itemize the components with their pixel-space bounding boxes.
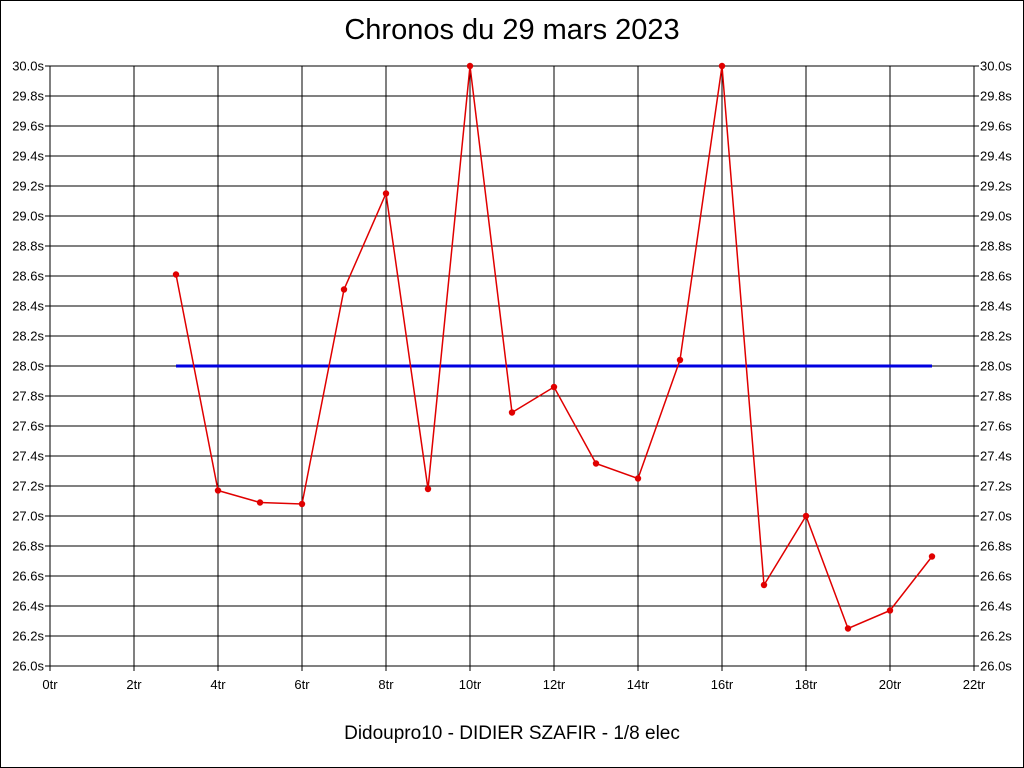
y-tick-label-right: 26.8s: [980, 539, 1012, 554]
data-point: [802, 512, 810, 520]
y-tick-label-right: 29.8s: [980, 89, 1012, 104]
y-axis-right-labels: 26.0s 26.2s 26.4s 26.6s 26.8s 27.0s 27.2s 27.4s…: [980, 59, 1012, 674]
y-tick-label-right: 29.2s: [980, 179, 1012, 194]
y-tick-label-left: 27.2s: [12, 479, 44, 494]
y-tick-label-left: 29.6s: [12, 119, 44, 134]
data-point: [508, 409, 516, 416]
data-point: [214, 487, 222, 494]
data-point: [382, 190, 390, 197]
y-tick-label-right: 26.2s: [980, 629, 1012, 644]
x-tick-label: 8tr: [378, 677, 394, 692]
y-tick-label-left: 27.4s: [12, 449, 44, 464]
y-tick-label-left: 26.6s: [12, 569, 44, 584]
y-tick-label-left: 29.4s: [12, 149, 44, 164]
x-tick-label: 6tr: [294, 677, 310, 692]
data-point: [760, 581, 768, 589]
y-tick-label-left: 30.0s: [12, 59, 44, 74]
y-tick-label-left: 28.8s: [12, 239, 44, 254]
data-point: [676, 356, 684, 364]
data-point: [256, 499, 264, 506]
data-point: [844, 625, 852, 632]
y-tick-label-left: 27.0s: [12, 509, 44, 524]
y-tick-label-right: 29.6s: [980, 119, 1012, 134]
x-tick-label: 16tr: [711, 677, 734, 692]
y-tick-label-right: 27.2s: [980, 479, 1012, 494]
y-tick-label-left: 29.0s: [12, 209, 44, 224]
chart-title: Chronos du 29 mars 2023: [344, 14, 680, 46]
y-tick-label-left: 29.2s: [12, 179, 44, 194]
x-tick-label: 12tr: [543, 677, 566, 692]
x-axis-labels: 0tr 2tr 4tr 6tr 8tr 10tr 12tr 14tr 16tr 18tr 20tr 2…: [42, 677, 985, 692]
x-tick-label: 10tr: [459, 677, 482, 692]
data-point: [718, 62, 726, 70]
y-tick-label-right: 26.6s: [980, 569, 1012, 584]
y-tick-label-right: 29.4s: [980, 149, 1012, 164]
data-point: [886, 607, 894, 614]
y-tick-label-left: 26.2s: [12, 629, 44, 644]
y-tick-label-right: 27.0s: [980, 509, 1012, 524]
y-tick-label-left: 26.0s: [12, 659, 44, 674]
y-tick-label-right: 28.2s: [980, 329, 1012, 344]
y-tick-label-right: 27.6s: [980, 419, 1012, 434]
data-point: [298, 500, 306, 508]
y-tick-label-left: 26.8s: [12, 539, 44, 554]
y-tick-label-left: 28.6s: [12, 269, 44, 284]
y-tick-label-right: 26.0s: [980, 659, 1012, 674]
data-point: [928, 553, 936, 560]
x-tick-label: 14tr: [627, 677, 650, 692]
y-tick-label-left: 28.4s: [12, 299, 44, 314]
y-tick-label-right: 27.8s: [980, 389, 1012, 404]
y-tick-label-left: 29.8s: [12, 89, 44, 104]
grid-lines: [45, 65, 979, 671]
y-tick-label-right: 26.4s: [980, 599, 1012, 614]
y-tick-label-right: 27.4s: [980, 449, 1012, 464]
y-tick-label-left: 26.4s: [12, 599, 44, 614]
y-tick-label-right: 28.4s: [980, 299, 1012, 314]
data-point: [340, 286, 348, 293]
x-tick-label: 2tr: [126, 677, 142, 692]
x-tick-label: 0tr: [42, 677, 58, 692]
y-tick-label-right: 29.0s: [980, 209, 1012, 224]
y-tick-label-right: 28.0s: [980, 359, 1012, 374]
data-point: [592, 460, 600, 467]
y-axis-left-labels: 26.0s 26.2s 26.4s 26.6s 26.8s 27.0s 27.2s 27.4s…: [12, 59, 44, 674]
y-tick-label-right: 30.0s: [980, 59, 1012, 74]
y-tick-label-left: 27.8s: [12, 389, 44, 404]
series-group: [172, 62, 936, 632]
x-tick-label: 4tr: [210, 677, 226, 692]
x-tick-label: 18tr: [795, 677, 818, 692]
data-point: [172, 271, 180, 278]
y-tick-label-left: 27.6s: [12, 419, 44, 434]
y-tick-label-left: 28.2s: [12, 329, 44, 344]
x-tick-label: 20tr: [879, 677, 902, 692]
y-tick-label-right: 28.8s: [980, 239, 1012, 254]
data-point: [466, 62, 474, 70]
data-point: [550, 383, 558, 391]
x-tick-label: 22tr: [963, 677, 986, 692]
y-tick-label-right: 28.6s: [980, 269, 1012, 284]
y-tick-label-left: 28.0s: [12, 359, 44, 374]
chart-footer: Didoupro10 - DIDIER SZAFIR - 1/8 elec: [344, 723, 680, 744]
data-point: [424, 485, 432, 493]
data-point: [634, 475, 642, 482]
